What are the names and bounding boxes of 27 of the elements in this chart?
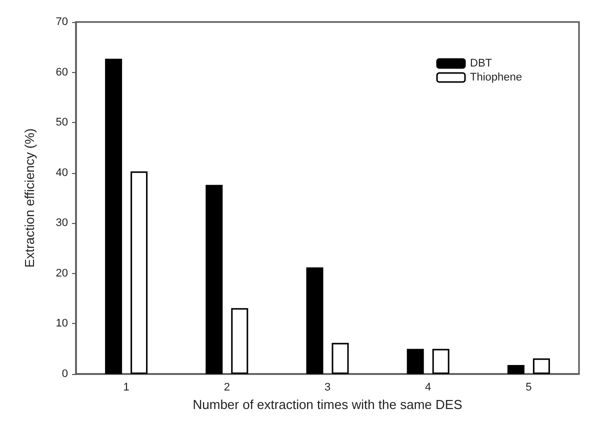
y-tick-label: 40: [56, 166, 68, 179]
y-tick-label: 30: [56, 217, 68, 230]
x-axis-title: Number of extraction times with the same DES: [192, 397, 463, 412]
bar: [507, 364, 524, 374]
x-tick-label: 2: [224, 382, 230, 394]
bar: [306, 267, 324, 374]
x-tick-label: 3: [324, 382, 331, 394]
x-tick-label: 4: [425, 382, 432, 394]
bar: [406, 348, 424, 374]
legend-label: Thiophene: [470, 72, 522, 84]
bar: [105, 58, 122, 374]
bar: [532, 358, 550, 374]
y-tick-label: 50: [56, 116, 68, 129]
x-tick-label: 5: [526, 382, 532, 394]
y-tick-label: 20: [56, 267, 68, 280]
bar: [206, 184, 223, 374]
bar: [332, 342, 349, 374]
bar: [432, 348, 450, 374]
y-axis-title: Extraction efficiency (%): [22, 128, 37, 268]
y-tick-label: 60: [56, 66, 68, 78]
x-tick-label: 1: [123, 382, 130, 394]
y-tick-label: 10: [56, 318, 68, 330]
y-tick-label: 0: [62, 368, 68, 380]
bar: [231, 308, 248, 374]
legend-label: DBT: [470, 58, 492, 70]
y-tick-label: 70: [56, 16, 68, 28]
bar: [130, 171, 148, 374]
